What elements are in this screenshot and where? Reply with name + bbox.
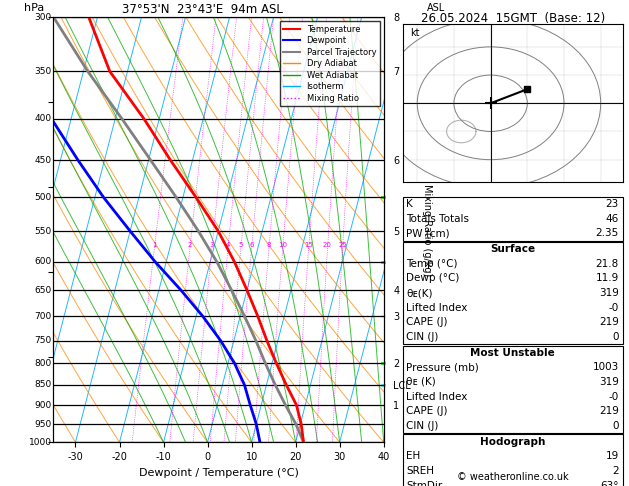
Text: 0: 0 — [613, 332, 619, 342]
Text: 1003: 1003 — [593, 363, 619, 372]
Text: Totals Totals: Totals Totals — [406, 214, 469, 224]
Text: 15: 15 — [304, 242, 313, 248]
Title: 37°53'N  23°43'E  94m ASL: 37°53'N 23°43'E 94m ASL — [121, 3, 282, 16]
Text: 8: 8 — [267, 242, 271, 248]
Text: 1: 1 — [152, 242, 157, 248]
Text: 650: 650 — [35, 286, 52, 295]
Text: © weatheronline.co.uk: © weatheronline.co.uk — [457, 472, 569, 482]
Text: 0: 0 — [613, 421, 619, 431]
Text: Lifted Index: Lifted Index — [406, 303, 468, 312]
Text: 20: 20 — [323, 242, 332, 248]
Text: θᴇ(K): θᴇ(K) — [406, 288, 433, 298]
Text: Dewp (°C): Dewp (°C) — [406, 274, 460, 283]
Text: 25: 25 — [338, 242, 347, 248]
Text: 1000: 1000 — [29, 438, 52, 447]
Text: -0: -0 — [609, 303, 619, 312]
Text: CAPE (J): CAPE (J) — [406, 406, 448, 416]
Text: PW (cm): PW (cm) — [406, 228, 450, 238]
Text: 10: 10 — [278, 242, 287, 248]
Text: Temp (°C): Temp (°C) — [406, 259, 458, 269]
Text: 950: 950 — [35, 419, 52, 429]
Text: 2.35: 2.35 — [596, 228, 619, 238]
X-axis label: Dewpoint / Temperature (°C): Dewpoint / Temperature (°C) — [138, 468, 299, 478]
Text: -0: -0 — [609, 392, 619, 401]
Text: 850: 850 — [35, 381, 52, 389]
Text: SREH: SREH — [406, 466, 435, 476]
Text: 400: 400 — [35, 114, 52, 123]
Text: hPa: hPa — [24, 3, 44, 13]
Text: CIN (J): CIN (J) — [406, 332, 438, 342]
Text: CAPE (J): CAPE (J) — [406, 317, 448, 327]
Text: 46: 46 — [606, 214, 619, 224]
Text: 450: 450 — [35, 156, 52, 165]
Text: 319: 319 — [599, 377, 619, 387]
Text: 2: 2 — [612, 466, 619, 476]
Text: StmDir: StmDir — [406, 481, 443, 486]
Text: 11.9: 11.9 — [596, 274, 619, 283]
Text: K: K — [406, 199, 413, 209]
Text: 500: 500 — [35, 193, 52, 202]
Text: 319: 319 — [599, 288, 619, 298]
Text: 2: 2 — [187, 242, 192, 248]
Text: 219: 219 — [599, 317, 619, 327]
Text: kt: kt — [410, 28, 420, 37]
Text: 63°: 63° — [601, 481, 619, 486]
Text: 4: 4 — [226, 242, 230, 248]
Text: 900: 900 — [35, 400, 52, 410]
Text: CIN (J): CIN (J) — [406, 421, 438, 431]
Text: Hodograph: Hodograph — [480, 437, 545, 447]
Text: 219: 219 — [599, 406, 619, 416]
Text: 750: 750 — [35, 336, 52, 345]
Text: 5: 5 — [238, 242, 243, 248]
Text: 23: 23 — [606, 199, 619, 209]
Text: 700: 700 — [35, 312, 52, 321]
Text: Pressure (mb): Pressure (mb) — [406, 363, 479, 372]
Text: 3: 3 — [209, 242, 214, 248]
Text: km
ASL: km ASL — [426, 0, 445, 13]
Text: θᴇ (K): θᴇ (K) — [406, 377, 436, 387]
Text: 6: 6 — [249, 242, 253, 248]
Text: 350: 350 — [35, 67, 52, 76]
Text: Most Unstable: Most Unstable — [470, 348, 555, 358]
Text: 19: 19 — [606, 451, 619, 461]
Text: 26.05.2024  15GMT  (Base: 12): 26.05.2024 15GMT (Base: 12) — [421, 12, 604, 25]
Text: 800: 800 — [35, 359, 52, 368]
Legend: Temperature, Dewpoint, Parcel Trajectory, Dry Adiabat, Wet Adiabat, Isotherm, Mi: Temperature, Dewpoint, Parcel Trajectory… — [280, 21, 379, 106]
Y-axis label: Mixing Ratio (g/kg): Mixing Ratio (g/kg) — [422, 184, 432, 276]
Text: 21.8: 21.8 — [596, 259, 619, 269]
Text: Surface: Surface — [490, 244, 535, 254]
Text: EH: EH — [406, 451, 421, 461]
Text: Lifted Index: Lifted Index — [406, 392, 468, 401]
Text: 550: 550 — [35, 226, 52, 236]
Text: 600: 600 — [35, 257, 52, 266]
Text: 300: 300 — [35, 13, 52, 21]
